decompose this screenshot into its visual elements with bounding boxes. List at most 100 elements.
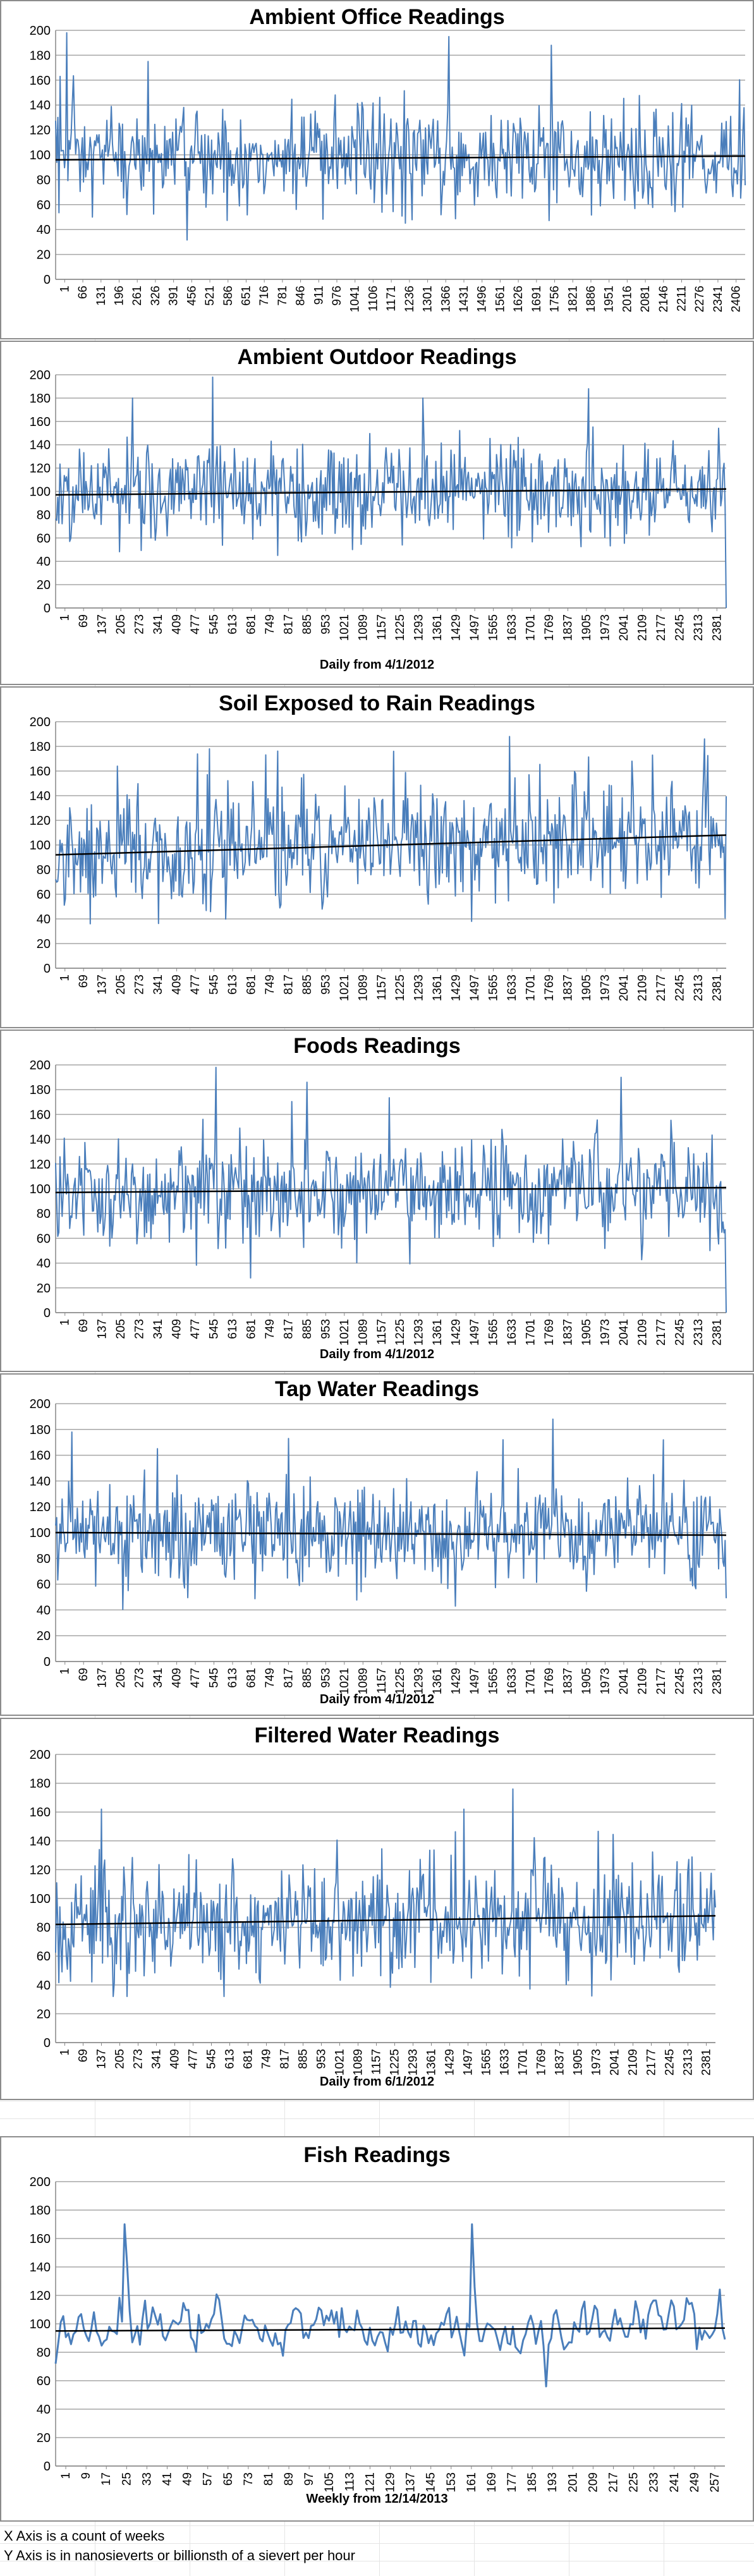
x-tick-label: 477 [189, 614, 202, 635]
x-tick-label: 1171 [385, 286, 398, 312]
y-tick-label: 0 [44, 1306, 51, 1320]
x-tick-label: 613 [226, 1668, 240, 1688]
x-tick-label: 2313 [692, 1319, 705, 1346]
y-tick-label: 60 [37, 2374, 51, 2388]
x-tick-label: 1 [59, 2049, 72, 2056]
x-tick-label: 2245 [673, 975, 686, 1001]
x-tick-label: 1 [59, 2472, 73, 2479]
x-tick-label: 976 [331, 286, 344, 306]
chart-fish: Fish Readings 0 20 40 60 80 100 120 140 160 180 200… [30, 2143, 726, 2506]
y-tick-label: 20 [37, 578, 51, 592]
x-tick-label: 1497 [468, 975, 482, 1001]
y-tick-label: 100 [30, 1892, 51, 1906]
x-tick-label: 2177 [645, 2049, 659, 2075]
sheet-gridline [0, 2118, 754, 2119]
x-tick-label: 2081 [639, 286, 652, 312]
x-tick-label: 1837 [554, 2049, 567, 2075]
x-tick-label: 1089 [356, 1668, 370, 1694]
x-tick-label: 2381 [710, 975, 724, 1001]
x-tick-label: 2041 [617, 1319, 631, 1346]
x-tick-label: 217 [607, 2472, 621, 2493]
x-tick-label: 477 [189, 1668, 202, 1688]
x-tick-label: 953 [319, 1668, 332, 1688]
y-tick-label: 120 [30, 1158, 51, 1172]
x-tick-label: 1756 [549, 286, 562, 312]
x-tick-label: 273 [133, 614, 147, 635]
x-tick-label: 2313 [682, 2049, 695, 2075]
x-tick-label: 169 [485, 2472, 499, 2493]
x-tick-label: 341 [150, 2049, 164, 2069]
y-tick-label: 120 [30, 2289, 51, 2303]
chart-title: Ambient Office Readings [249, 5, 504, 29]
trend-line [55, 488, 727, 496]
x-tick-label: 545 [205, 2049, 219, 2069]
x-tick-label: 1429 [450, 1668, 463, 1694]
y-tick-label: 100 [30, 485, 51, 499]
chart-panel-filtered-water[interactable]: Filtered Water Readings 0 20 40 60 80 100 120 14… [0, 1718, 754, 2100]
x-tick-label: 1701 [525, 614, 538, 641]
chart-panel-ambient-office[interactable]: Ambient Office Readings 0 20 40 60 80 100 120 14… [0, 0, 754, 339]
x-tick-label: 953 [319, 975, 332, 995]
x-tick-label: 409 [171, 1668, 184, 1688]
y-tick-label: 160 [30, 415, 51, 429]
x-tick-label: 1236 [403, 286, 417, 312]
y-tick-label: 20 [37, 2431, 51, 2445]
x-tick-label: 2341 [712, 286, 725, 312]
x-tick-label: 193 [546, 2472, 559, 2493]
chart-panel-ambient-outdoor[interactable]: Ambient Outdoor Readings 0 20 40 60 80 100 120 1… [0, 341, 754, 685]
trend-line [55, 1531, 727, 1536]
x-tick-label: 817 [282, 1668, 295, 1688]
y-tick-label: 120 [30, 1863, 51, 1877]
y-tick-label: 40 [37, 1257, 51, 1271]
x-tick-label: 1769 [543, 614, 556, 641]
chart-title: Soil Exposed to Rain Readings [219, 691, 535, 715]
x-tick-label: 2109 [627, 2049, 640, 2075]
x-tick-label: 341 [152, 1319, 165, 1339]
x-tick-label: 2245 [664, 2049, 677, 2075]
x-tick-label: 1021 [334, 2049, 347, 2075]
x-tick-label: 1157 [375, 614, 389, 640]
x-tick-label: 2146 [657, 286, 671, 312]
trend-line [55, 1186, 727, 1194]
x-tick-label: 1565 [487, 614, 501, 641]
y-tick-label: 20 [37, 2007, 51, 2021]
x-tick-label: 69 [77, 614, 90, 628]
x-tick-label: 121 [363, 2472, 377, 2493]
x-tick-label: 1701 [525, 1319, 538, 1346]
x-tick-label: 1905 [580, 1319, 593, 1346]
chart-panel-soil[interactable]: Soil Exposed to Rain Readings 0 20 40 60 80 10… [0, 686, 754, 1028]
x-tick-label: 1301 [422, 286, 435, 312]
x-tick-label: 205 [114, 2049, 127, 2069]
x-tick-label: 2211 [676, 286, 689, 312]
x-tick-label: 105 [323, 2472, 336, 2493]
chart-title: Tap Water Readings [275, 1377, 479, 1401]
chart-panel-fish[interactable]: Fish Readings 0 20 40 60 80 100 120 140 160 180 200… [0, 2136, 754, 2522]
y-tick-label: 0 [44, 2036, 51, 2050]
x-tick-label: 1293 [413, 975, 426, 1001]
x-axis-title: Daily from 4/1/2012 [320, 1347, 434, 1361]
x-tick-label: 341 [152, 614, 165, 635]
chart-panel-tap-water[interactable]: Tap Water Readings 0 20 40 60 80 100 120 140 160 1… [0, 1373, 754, 1716]
x-tick-label: 1021 [338, 1668, 351, 1694]
x-tick-label: 137 [404, 2472, 418, 2493]
y-tick-label: 140 [30, 1133, 51, 1147]
x-tick-label: 545 [208, 975, 221, 995]
x-tick-label: 261 [131, 286, 144, 306]
x-tick-label: 586 [222, 286, 235, 306]
x-tick-label: 749 [264, 1668, 277, 1688]
chart-panel-foods[interactable]: Foods Readings 0 20 40 60 80 100 120 140 160 180 20… [0, 1030, 754, 1372]
x-tick-label: 69 [77, 1319, 90, 1332]
x-tick-label: 73 [242, 2472, 255, 2486]
x-tick-label: 1497 [468, 1668, 482, 1694]
x-tick-label: 1 [58, 286, 71, 293]
x-tick-label: 205 [114, 1668, 128, 1688]
x-tick-label: 1429 [444, 2049, 457, 2075]
y-tick-label: 200 [30, 2175, 51, 2189]
x-tick-label: 1565 [480, 2049, 494, 2075]
chart-ambient-office: Ambient Office Readings02040608010012014… [30, 5, 746, 312]
x-tick-label: 57 [202, 2472, 215, 2486]
series-line [54, 2223, 726, 2388]
x-tick-label: 273 [133, 975, 147, 995]
y-tick-label: 180 [30, 2204, 51, 2218]
y-tick-label: 140 [30, 789, 51, 803]
